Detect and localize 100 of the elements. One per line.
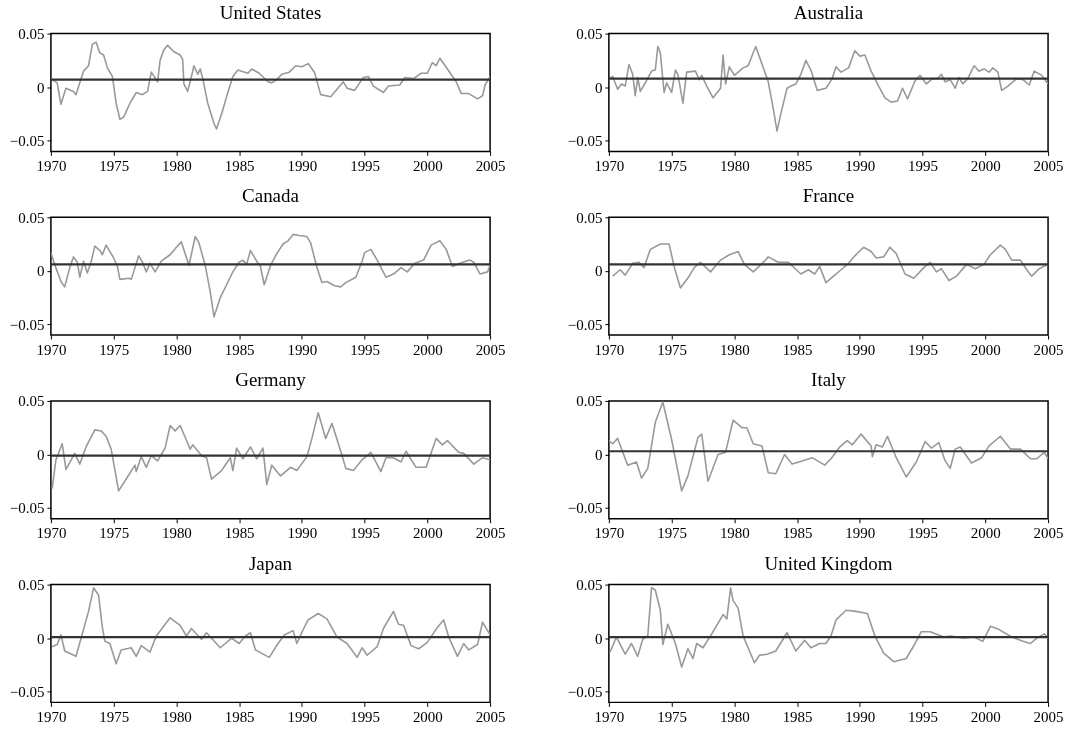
x-tick-label: 1985 [782, 157, 813, 174]
x-tick-label: 1990 [287, 708, 318, 725]
y-tick-label: −0.05 [9, 684, 45, 701]
x-tick-label: 1975 [99, 525, 130, 542]
x-tick-label: 1985 [224, 157, 255, 174]
y-tick-label: 0.05 [18, 577, 45, 594]
y-tick-label: −0.05 [567, 316, 603, 333]
x-tick-label: 2005 [475, 341, 506, 358]
line-series [611, 243, 1049, 289]
y-tick-label: 0.05 [576, 393, 603, 410]
x-tick-label: 1985 [224, 341, 255, 358]
x-tick-label: 1975 [657, 708, 688, 725]
line-series [51, 411, 491, 492]
y-tick-label: −0.05 [567, 684, 603, 701]
x-tick-label: 1980 [719, 341, 750, 358]
x-tick-label: 2000 [412, 525, 443, 542]
x-tick-label: 1990 [287, 341, 318, 358]
x-tick-label: 1975 [657, 525, 688, 542]
y-tick-label: 0.05 [18, 209, 45, 226]
x-tick-label: 1995 [908, 157, 939, 174]
y-tick-label: 0 [36, 263, 45, 280]
chart-title: Canada [242, 185, 300, 207]
x-tick-label: 1995 [908, 708, 939, 725]
x-tick-label: 1970 [594, 157, 625, 174]
x-tick-label: 1970 [36, 341, 67, 358]
x-tick-label: 1990 [287, 525, 318, 542]
x-tick-label: 1990 [845, 525, 876, 542]
y-tick-label: 0.05 [18, 26, 45, 43]
x-tick-label: 2000 [970, 157, 1001, 174]
x-tick-label: 1970 [36, 708, 67, 725]
x-tick-label: 1970 [36, 157, 67, 174]
chart-title: Germany [235, 368, 307, 390]
x-tick-label: 1970 [36, 525, 67, 542]
x-tick-label: 1995 [350, 708, 381, 725]
x-tick-label: 2005 [1033, 157, 1064, 174]
chart-title: Australia [793, 1, 864, 23]
x-tick-label: 1970 [594, 341, 625, 358]
x-tick-label: 1995 [350, 341, 381, 358]
line-series [608, 45, 1049, 132]
chart-title: Japan [248, 552, 293, 574]
y-tick-label: −0.05 [9, 500, 45, 517]
x-tick-label: 2000 [412, 341, 443, 358]
y-tick-label: 0.05 [576, 577, 603, 594]
y-tick-label: 0 [594, 79, 603, 96]
x-tick-label: 1995 [908, 341, 939, 358]
x-tick-label: 2005 [475, 525, 506, 542]
x-tick-label: 1975 [99, 341, 130, 358]
chart-title: Italy [811, 368, 847, 390]
y-tick-label: 0.05 [576, 209, 603, 226]
y-tick-label: 0 [594, 446, 603, 463]
y-tick-label: −0.05 [9, 316, 45, 333]
x-tick-label: 1970 [594, 708, 625, 725]
x-tick-label: 1990 [845, 708, 876, 725]
x-tick-label: 2000 [970, 341, 1001, 358]
x-tick-label: 2000 [412, 708, 443, 725]
x-tick-label: 1980 [161, 341, 192, 358]
y-tick-label: 0 [36, 446, 45, 463]
x-tick-label: 1990 [287, 157, 318, 174]
x-tick-label: 1990 [845, 341, 876, 358]
y-tick-label: 0 [36, 630, 45, 647]
chart-title: United States [219, 1, 322, 23]
x-tick-label: 1970 [594, 525, 625, 542]
y-tick-label: −0.05 [567, 500, 603, 517]
x-tick-label: 1990 [845, 157, 876, 174]
y-tick-label: 0 [36, 79, 45, 96]
x-tick-label: 1980 [161, 525, 192, 542]
chart-title: United Kingdom [764, 552, 893, 574]
x-tick-label: 1985 [782, 708, 813, 725]
x-tick-label: 2005 [475, 708, 506, 725]
x-tick-label: 1975 [657, 341, 688, 358]
line-series [608, 401, 1049, 492]
x-tick-label: 1985 [782, 525, 813, 542]
line-series [51, 587, 491, 665]
y-tick-label: 0 [594, 630, 603, 647]
x-tick-label: 1995 [350, 525, 381, 542]
y-tick-label: 0.05 [18, 393, 45, 410]
x-tick-label: 2005 [475, 157, 506, 174]
x-tick-label: 2005 [1033, 525, 1064, 542]
chart-title: France [802, 185, 855, 207]
x-tick-label: 2000 [970, 525, 1001, 542]
x-tick-label: 1985 [224, 708, 255, 725]
x-tick-label: 1980 [719, 157, 750, 174]
y-tick-label: 0 [594, 263, 603, 280]
x-tick-label: 1975 [99, 708, 130, 725]
x-tick-label: 1980 [161, 157, 192, 174]
x-tick-label: 1985 [224, 525, 255, 542]
x-tick-label: 1995 [908, 525, 939, 542]
x-tick-label: 1975 [657, 157, 688, 174]
x-tick-label: 1980 [719, 708, 750, 725]
x-tick-label: 2005 [1033, 341, 1064, 358]
y-tick-label: 0.05 [576, 26, 603, 43]
x-tick-label: 2005 [1033, 708, 1064, 725]
x-tick-label: 1975 [99, 157, 130, 174]
x-tick-label: 1995 [350, 157, 381, 174]
x-tick-label: 1980 [161, 708, 192, 725]
x-tick-label: 2000 [412, 157, 443, 174]
y-tick-label: −0.05 [567, 133, 603, 150]
line-series [50, 41, 491, 130]
x-tick-label: 1985 [782, 341, 813, 358]
y-tick-label: −0.05 [9, 133, 45, 150]
